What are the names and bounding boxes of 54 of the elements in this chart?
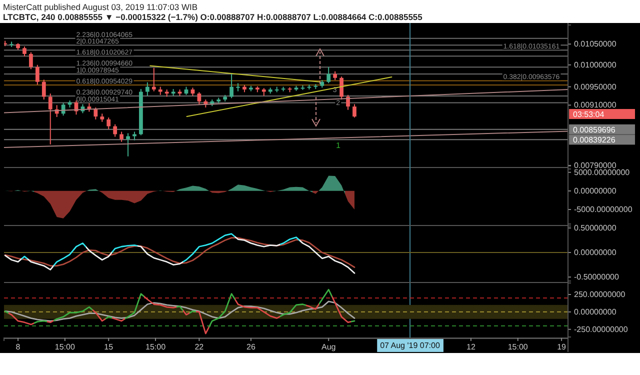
x-tick-label: 15:00 [146, 342, 166, 352]
y-tick-label: -250.00000000 [574, 324, 628, 334]
y-tick-label: 0.00000000 [574, 186, 617, 196]
candlestick [230, 73, 234, 99]
candlestick [48, 93, 52, 145]
candlestick [42, 79, 46, 100]
candlestick [22, 46, 26, 57]
candlestick [352, 104, 356, 118]
candlestick [35, 64, 40, 86]
y-tick-label: 0.00000000 [574, 248, 617, 258]
candlestick [145, 82, 150, 96]
y-tick-label: 0.50000000 [574, 224, 617, 233]
y-tick-label: 0.00950000 [574, 82, 617, 92]
candlestick [126, 132, 130, 157]
candlestick [340, 76, 344, 100]
candlestick [326, 66, 331, 84]
line-series [4, 288, 356, 334]
x-tick-label: 15:00 [54, 342, 76, 352]
candlestick [120, 131, 124, 142]
text: 03:53:04 [573, 110, 605, 119]
candlestick [29, 52, 33, 70]
ref-line-label: 07 Aug '19 07:00 [380, 341, 440, 350]
x-tick-label: 8 [16, 342, 21, 352]
x-tick-label: 26 [246, 342, 256, 352]
candlestick [113, 124, 118, 138]
x-tick-label: 15:00 [508, 342, 528, 352]
y-tick-label: -5000.00000000 [574, 205, 633, 214]
y-tick-label: 0.01050000 [574, 40, 617, 49]
candlestick [61, 102, 66, 116]
candlestick [94, 106, 98, 120]
ref-line-label: 0.00839226 [573, 136, 616, 145]
candlestick [152, 67, 156, 92]
ref-line-label: 0.00859696 [573, 125, 616, 134]
y-tick-label: -0.50000000 [574, 272, 620, 282]
candlestick [236, 82, 240, 92]
chart-subtitle: LTCBTC, 240 0.00885555 ▼ −0.00015322 (−1.7%) O:0.00888707 H:0.00888707 L:0.00884664 C:0.00885555 [3, 12, 423, 22]
y-tick-label: 0.00000000 [574, 307, 617, 316]
y-tick-label: 0.00790000 [574, 161, 617, 170]
x-tick-label: 12 [466, 342, 476, 352]
chart-title: MisterCatt published August 03, 2019 11:07:03 WIB [3, 2, 198, 12]
y-tick-label: 0.01000000 [574, 60, 617, 70]
line-series [4, 300, 356, 322]
y-tick-label: 5000.00000000 [574, 168, 630, 177]
x-tick-label: Aug [321, 342, 336, 352]
candlestick [106, 116, 111, 130]
x-tick-label: 15 [104, 342, 114, 352]
annotation: 1 [336, 141, 341, 150]
y-tick-label: 0.00910000 [574, 100, 617, 110]
x-tick-label: 19 [557, 342, 567, 352]
y-tick-label: 250.00000000 [574, 290, 626, 300]
candlestick [197, 92, 202, 105]
line-series [4, 233, 356, 274]
x-tick-label: 22 [194, 342, 204, 352]
line-series [4, 237, 356, 268]
